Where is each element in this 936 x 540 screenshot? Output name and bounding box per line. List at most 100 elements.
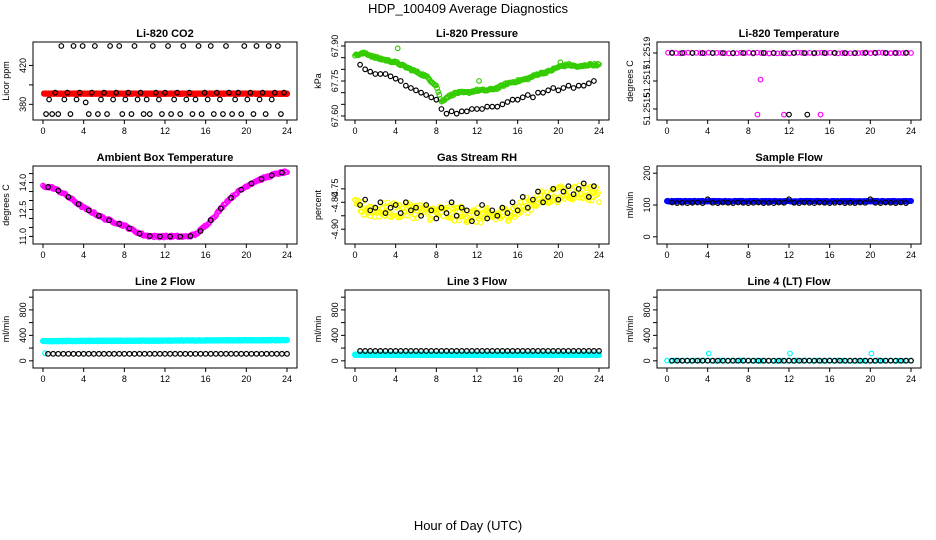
panel-rh: Gas Stream RH percent 0 4 8 12 16 20 24 -4.90 -4.8… [313, 152, 610, 260]
data-point [760, 50, 767, 56]
y-tick-label: 51.2517 [642, 65, 652, 98]
series-reference [669, 196, 909, 206]
data-point [210, 111, 217, 117]
x-tick-label: 8 [746, 374, 751, 384]
data-point [372, 71, 379, 77]
data-point [101, 89, 107, 96]
data-point [447, 215, 454, 221]
series-line-4-lt-flow [664, 350, 914, 364]
data-point [514, 207, 521, 214]
x-tick-label: 12 [784, 126, 794, 136]
data-point [80, 350, 87, 357]
y-tick-label: 0 [642, 358, 652, 363]
data-point [281, 89, 287, 96]
data-point [96, 350, 102, 357]
y-tick-label: 51.2515 [642, 93, 652, 126]
series-reference [43, 43, 287, 117]
data-point [506, 217, 512, 224]
data-point [545, 194, 552, 200]
x-tick-label: 4 [81, 250, 86, 260]
data-point [278, 111, 284, 117]
data-point [504, 99, 511, 105]
x-tick-label: 20 [553, 126, 563, 136]
data-point [817, 111, 824, 118]
data-point [394, 45, 401, 52]
data-point [565, 183, 572, 190]
data-point [770, 50, 777, 56]
data-point [233, 350, 240, 357]
data-point [451, 217, 458, 224]
data-point [250, 111, 257, 117]
data-point [509, 96, 516, 103]
data-point [121, 350, 128, 357]
data-point [382, 210, 389, 216]
y-tick-label: 67.60 [330, 105, 340, 128]
y-tick-label: 100 [642, 197, 652, 212]
data-point [372, 204, 379, 211]
data-point [357, 202, 363, 208]
data-point [509, 205, 516, 212]
data-point [70, 350, 77, 357]
x-tick-label: 12 [472, 250, 482, 260]
data-point [474, 106, 480, 112]
data-point [872, 50, 879, 56]
panel-licor-temp: Li-820 Temperature degrees C 0 4 8 12 16 20 24 51… [625, 28, 922, 136]
data-point [268, 350, 275, 357]
x-tick-label: 0 [40, 250, 45, 260]
data-point [259, 89, 266, 96]
data-point [474, 210, 480, 216]
x-tick-label: 8 [746, 126, 751, 136]
data-point [418, 212, 424, 219]
data-point [238, 350, 245, 357]
x-tick-label: 0 [352, 250, 357, 260]
data-point [204, 96, 211, 103]
data-point [862, 199, 869, 206]
data-point [85, 207, 92, 214]
data-point [75, 350, 82, 357]
data-point [238, 111, 245, 117]
data-point [509, 199, 516, 206]
data-point [111, 350, 118, 357]
data-point [152, 89, 159, 96]
y-tick-label: -4.90 [330, 219, 340, 240]
data-point [131, 350, 138, 357]
plot-frame [32, 41, 298, 121]
data-point [367, 68, 374, 75]
data-point [494, 103, 501, 110]
data-point [186, 89, 193, 96]
data-point [566, 185, 572, 192]
data-point [180, 43, 187, 49]
x-tick-label: 0 [664, 374, 669, 384]
data-point [585, 197, 592, 204]
data-point [61, 96, 68, 103]
data-point [258, 350, 265, 357]
data-point [484, 103, 491, 110]
data-point [481, 215, 488, 222]
data-point [137, 89, 144, 96]
data-point [463, 108, 470, 115]
data-point [519, 194, 526, 200]
data-point [213, 212, 219, 219]
x-tick-label: 24 [906, 250, 916, 260]
data-point [165, 43, 171, 49]
y-axis-label: ml/min [1, 316, 11, 343]
panel-line4-flow: Line 4 (LT) Flow ml/min 0 4 8 12 16 20 24 0 400 800 [625, 276, 922, 384]
x-tick-label: 16 [201, 250, 211, 260]
data-point [786, 196, 792, 203]
x-tick-label: 16 [513, 374, 523, 384]
data-point [570, 191, 577, 198]
data-point [428, 94, 435, 101]
x-tick-label: 16 [513, 126, 523, 136]
panel-sample-flow: Sample Flow ml/min 0 4 8 12 16 20 24 0 100 200 [625, 152, 922, 260]
panel-title: Ambient Box Temperature [97, 152, 234, 164]
data-point [151, 350, 158, 357]
data-point [842, 50, 848, 56]
data-point [238, 186, 245, 193]
data-point [392, 75, 399, 82]
data-point [469, 218, 475, 225]
data-point [530, 94, 536, 101]
data-point [587, 183, 594, 190]
data-point [174, 89, 181, 96]
x-tick-label: 24 [282, 126, 292, 136]
data-point [274, 43, 281, 49]
